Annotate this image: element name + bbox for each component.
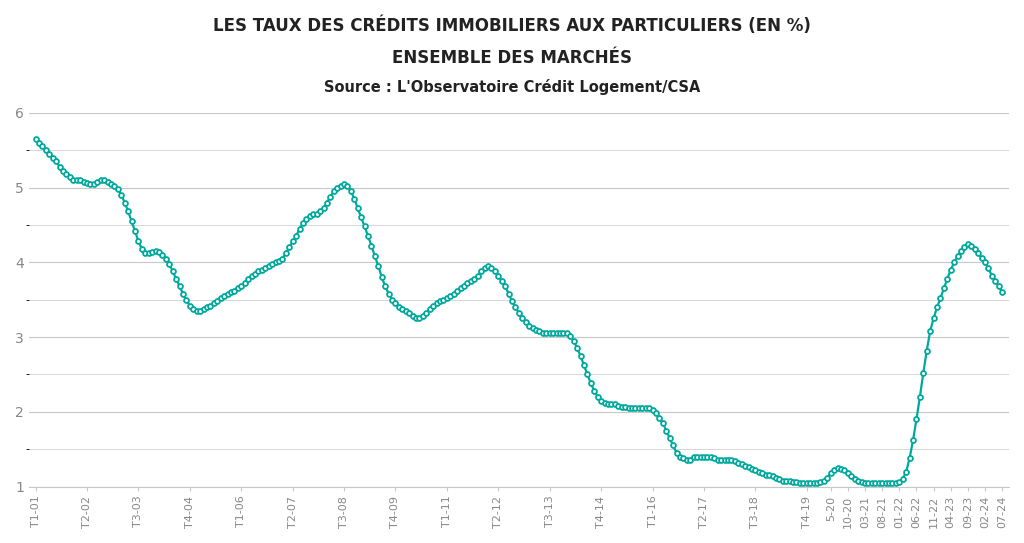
Text: ENSEMBLE DES MARCHÉS: ENSEMBLE DES MARCHÉS bbox=[392, 49, 632, 67]
Text: Source : L'Observatoire Crédit Logement/CSA: Source : L'Observatoire Crédit Logement/… bbox=[324, 79, 700, 94]
Text: LES TAUX DES CRÉDITS IMMOBILIERS AUX PARTICULIERS (EN %): LES TAUX DES CRÉDITS IMMOBILIERS AUX PAR… bbox=[213, 16, 811, 35]
